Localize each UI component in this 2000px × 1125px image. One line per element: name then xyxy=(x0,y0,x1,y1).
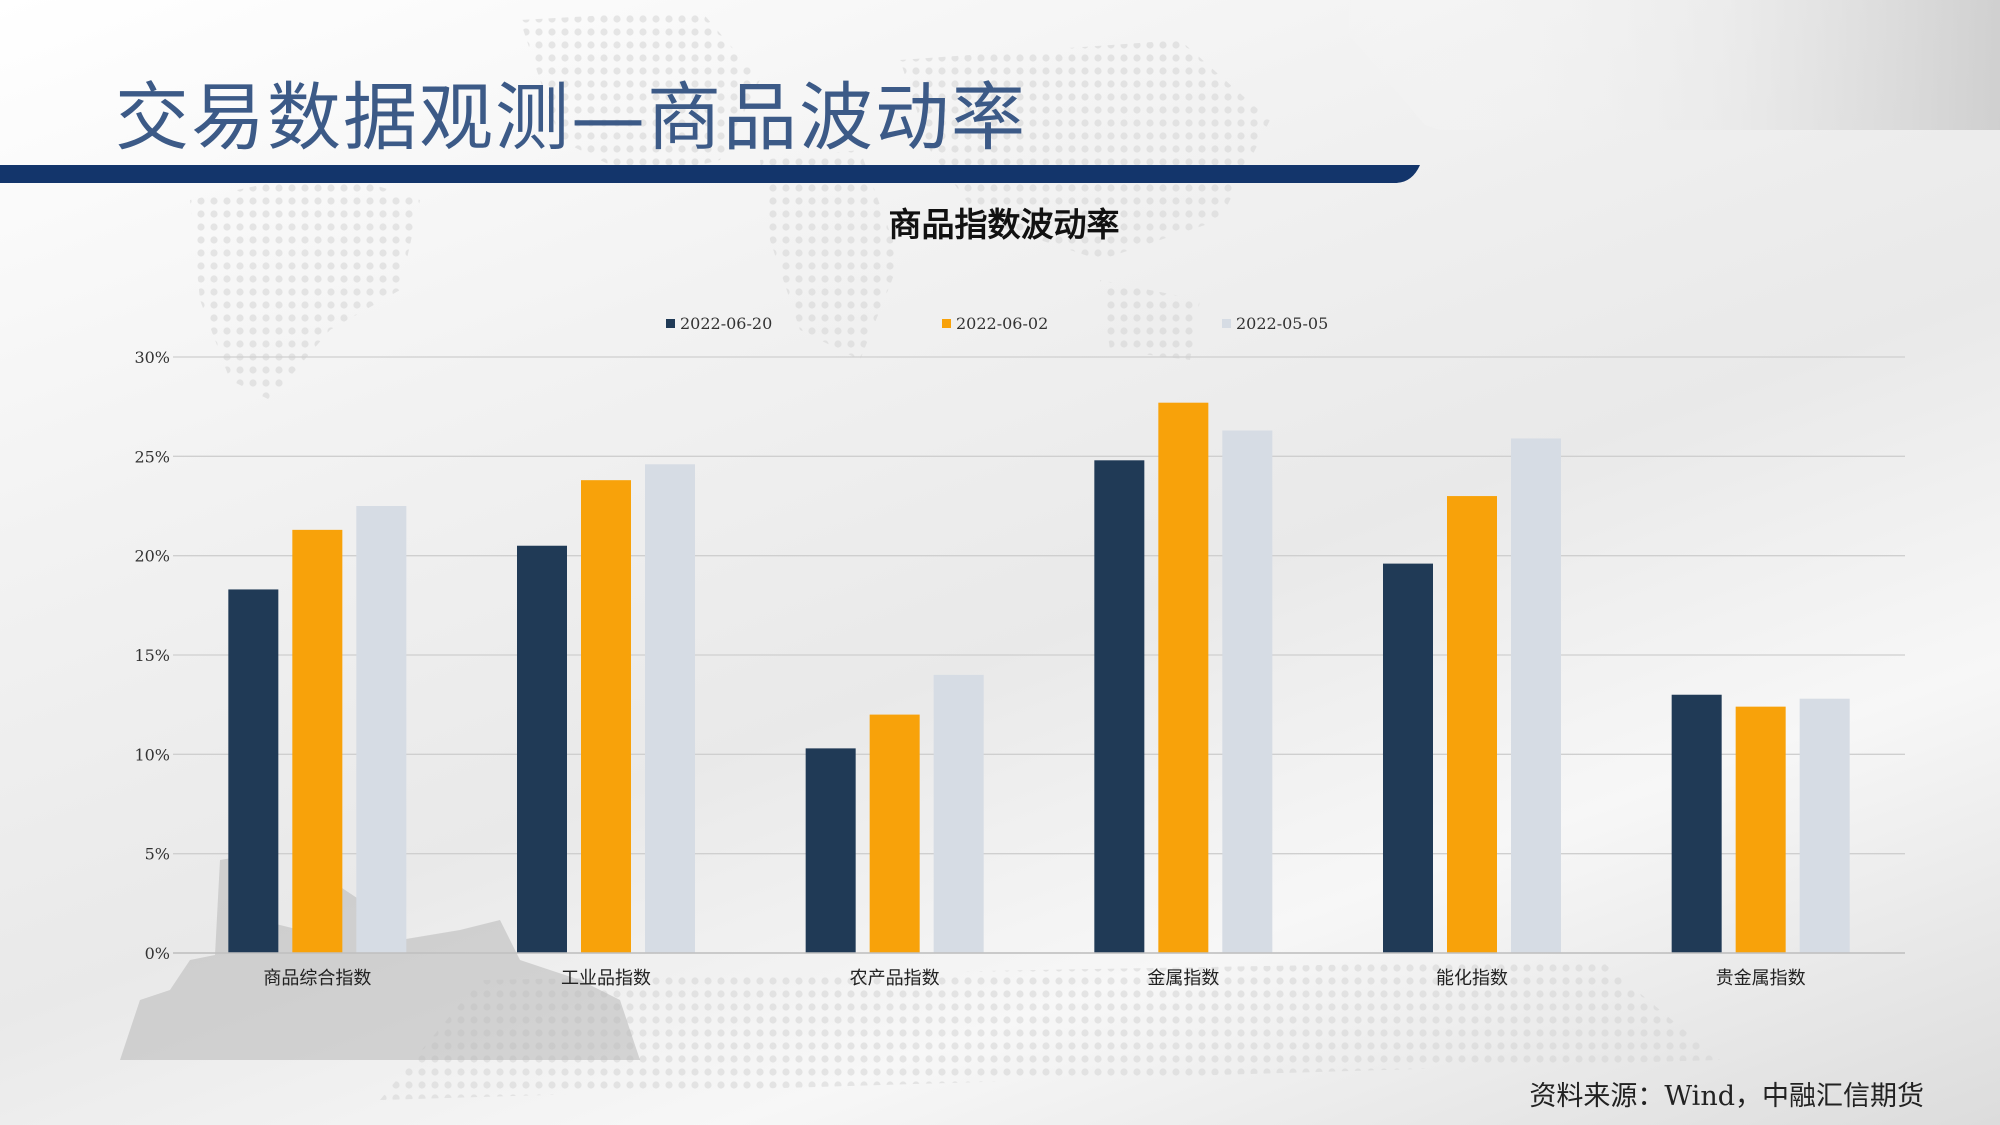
bar-1 xyxy=(1094,460,1145,953)
world-map-dots xyxy=(190,10,1720,1100)
y-tick-label: 20% xyxy=(134,547,170,566)
bar-1 xyxy=(1671,694,1722,953)
city-skyline-silhouette xyxy=(120,858,640,1060)
y-axis: 0% 5% 10% 15% 20% 25% 30% xyxy=(134,348,170,963)
source-note: 资料来源：Wind，中融汇信期货 xyxy=(1529,1081,1924,1112)
x-tick-label: 金属指数 xyxy=(1147,968,1219,989)
bar-2 xyxy=(1447,496,1497,953)
legend-label: 2022-06-20 xyxy=(680,314,772,333)
legend-label: 2022-05-05 xyxy=(1236,314,1328,333)
bar-3 xyxy=(1799,698,1850,953)
bar-3 xyxy=(933,674,984,953)
gridlines xyxy=(173,356,1905,954)
chart-title: 商品指数波动率 xyxy=(889,205,1120,244)
y-tick-label: 5% xyxy=(145,845,170,864)
y-tick-label: 15% xyxy=(134,646,170,665)
bar-2 xyxy=(581,480,631,953)
bar-2 xyxy=(869,714,920,953)
bar-3 xyxy=(645,464,695,953)
bar-3 xyxy=(1222,430,1273,953)
bar-2 xyxy=(292,529,343,953)
y-tick-label: 0% xyxy=(145,944,170,963)
bar-2 xyxy=(1735,706,1786,953)
x-tick-label: 商品综合指数 xyxy=(263,968,371,989)
x-tick-label: 能化指数 xyxy=(1436,968,1508,989)
header-accent-shape xyxy=(1320,0,2000,130)
header-banner-bar xyxy=(0,165,1420,183)
bar-1 xyxy=(517,545,567,953)
legend-swatch xyxy=(666,319,675,328)
x-tick-label: 工业品指数 xyxy=(561,968,651,989)
bar-2 xyxy=(1158,402,1209,953)
y-tick-label: 30% xyxy=(134,348,170,367)
bar-3 xyxy=(1511,438,1561,953)
legend-swatch xyxy=(942,319,951,328)
slide-title: 交易数据观测—商品波动率 xyxy=(115,75,1027,161)
x-tick-label: 贵金属指数 xyxy=(1716,968,1806,989)
y-tick-label: 25% xyxy=(134,447,170,466)
bar-1 xyxy=(805,748,856,953)
x-axis: 商品综合指数 工业品指数 农产品指数 金属指数 能化指数 贵金属指数 xyxy=(173,952,1905,989)
legend-label: 2022-06-02 xyxy=(956,314,1048,333)
bar-1 xyxy=(1383,563,1433,953)
bars xyxy=(228,402,1850,953)
y-tick-label: 10% xyxy=(134,745,170,764)
legend: 2022-06-20 2022-06-02 2022-05-05 xyxy=(666,314,1328,333)
bar-1 xyxy=(228,589,279,953)
x-tick-label: 农产品指数 xyxy=(850,968,940,989)
bar-3 xyxy=(356,506,407,953)
legend-swatch xyxy=(1222,319,1231,328)
